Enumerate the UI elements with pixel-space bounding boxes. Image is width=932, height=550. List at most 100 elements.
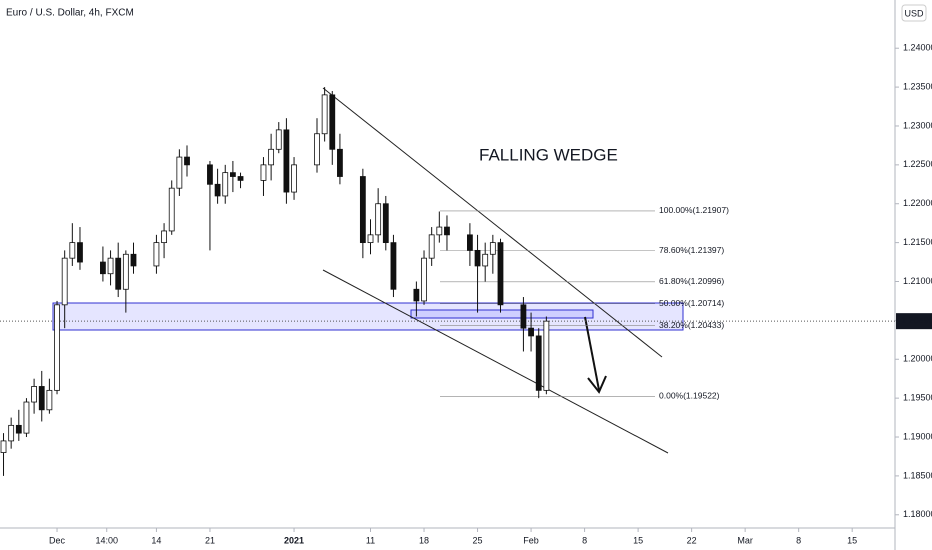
y-tick-label: 1.19500 [903,393,932,403]
candle-body [482,253,489,267]
x-tick-label: Mar [737,535,753,545]
arrow-head [587,375,607,394]
candle-body [283,129,290,193]
candle-body [520,304,527,329]
x-tick-label: 21 [205,535,215,545]
candle-body [222,172,229,197]
candle-body [31,386,37,403]
candle-body [237,176,244,181]
last-price-label: 1.20490 [901,316,932,326]
candle-body [467,234,473,251]
candle-body [367,234,374,244]
candle-body [329,94,336,150]
y-tick-label: 1.24000 [903,43,932,53]
y-tick-label: 1.23500 [903,81,932,91]
candle-body [46,389,53,411]
x-tick-label: 2021 [284,535,304,545]
candle-body [428,234,435,259]
candle-body [69,242,76,259]
candle-body [275,129,282,150]
x-tick-label: 14 [151,535,161,545]
x-tick-label: 22 [687,535,697,545]
candle-body [0,440,7,453]
candle-body [260,164,267,181]
candle-body [268,148,275,166]
arrow-shaft [584,316,600,391]
candle-body [413,288,420,302]
x-tick-label: 15 [847,535,857,545]
zone-small [410,309,594,319]
candle-body [474,249,481,267]
candle-body [122,253,129,290]
candle-body [382,203,389,244]
candle-body [8,424,15,442]
candle-body [161,230,167,244]
candle-body [184,156,190,166]
candle-body [38,386,45,411]
candle-body [23,401,30,434]
candle-body [489,242,496,255]
candle-body [337,148,343,177]
candle-body [214,183,221,197]
fib-label: 61.80%(1.20996) [659,276,724,286]
y-tick-label: 1.23000 [903,120,932,130]
last-price-box [896,313,932,330]
candle-body [77,242,83,263]
candle-body [207,164,213,185]
marks [0,87,895,476]
currency: USD [904,8,924,18]
candle-body [421,257,427,302]
candle-body [528,327,534,337]
chart-title: Euro / U.S. Dollar, 4h, FXCM [6,8,134,19]
candle-body [168,187,175,232]
candle-body [375,203,382,236]
y-tick-label: 1.22500 [903,159,932,169]
fib-label: 100.00%(1.21907) [659,205,729,215]
y-tick-label: 1.18500 [903,470,932,480]
x-tick-label: Feb [523,535,539,545]
candle-body [54,304,60,391]
y-tick-label: 1.18000 [903,509,932,519]
candle-body [291,164,297,193]
wedge-lower [322,269,669,454]
y-tick-label: 1.21000 [903,276,932,286]
candle-body [543,320,550,391]
candle-body [15,424,22,434]
y-tick-label: 1.20000 [903,354,932,364]
candle-body [359,176,366,244]
candle-body [390,242,397,290]
candle-body [107,257,114,275]
wedge-upper [322,87,663,358]
candle-body [321,94,328,135]
x-tick-label: Dec [49,535,66,545]
candle-body [153,242,160,267]
fib-label: 78.60%(1.21397) [659,245,724,255]
annotation: FALLING WEDGE [479,145,618,164]
candle-body [436,226,443,236]
fib-label: 50.00%(1.20714) [659,298,724,308]
fib-label: 38.20%(1.20433) [659,320,724,330]
y-tick-label: 1.19000 [903,431,932,441]
x-tick-label: 11 [366,535,375,545]
candle-body [535,335,542,391]
x-tick-label: 18 [419,535,429,545]
candle-body [130,253,137,267]
candle-body [229,172,236,177]
candle-body [100,261,106,275]
candle-body [314,133,320,166]
y-tick-label: 1.22000 [903,198,932,208]
currency-box [901,4,927,22]
candle-body [444,226,450,236]
x-tick-label: 14:00 [95,535,118,545]
fib-label: 0.00%(1.19522) [659,391,720,401]
y-tick-label: 1.21500 [903,237,932,247]
candle-body [115,257,122,290]
x-tick-label: 15 [633,535,643,545]
x-tick-label: 8 [582,535,587,545]
candle-body [497,242,504,306]
candle-body [61,257,68,306]
x-tick-label: 25 [473,535,483,545]
candle-body [176,156,183,189]
